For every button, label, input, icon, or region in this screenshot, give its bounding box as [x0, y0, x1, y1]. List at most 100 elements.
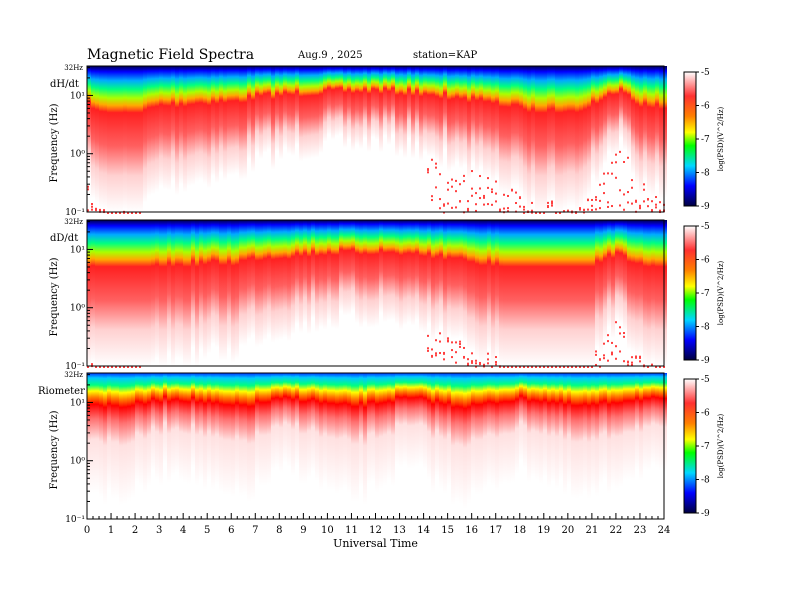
- speckle: [431, 348, 433, 351]
- spectrogram-column: [115, 220, 119, 366]
- speckle: [475, 362, 477, 365]
- spectrogram-column: [455, 66, 459, 163]
- speckle: [583, 366, 585, 368]
- spectrogram-column: [351, 373, 355, 503]
- speckle: [495, 180, 497, 183]
- panel-2: 32Hz 10¹ 10⁰ 10⁻¹ dD/dt Frequency (Hz) -5 -6 -7 -…: [49, 218, 725, 372]
- y-tick-label: 32Hz: [64, 371, 83, 379]
- spectrogram-column: [599, 373, 603, 485]
- speckle: [615, 357, 617, 360]
- spectrogram-column: [531, 373, 535, 477]
- speckle: [567, 366, 569, 368]
- speckle: [631, 179, 633, 182]
- spectrogram-column: [107, 373, 111, 491]
- spectrogram-column: [111, 66, 115, 212]
- spectrogram-column: [591, 66, 595, 177]
- spectrogram-column: [131, 373, 135, 498]
- spectrogram-column: [543, 220, 547, 366]
- speckle: [135, 212, 137, 214]
- speckle: [447, 181, 449, 184]
- spectrogram-column: [271, 373, 275, 471]
- speckle: [427, 171, 429, 174]
- spectrogram-column: [475, 220, 479, 358]
- speckle: [619, 204, 621, 207]
- spectrogram-column: [603, 220, 607, 341]
- spectrogram-column: [135, 373, 139, 482]
- speckle: [615, 176, 617, 179]
- spectrogram-column: [423, 373, 427, 470]
- spectrogram-column: [451, 66, 455, 169]
- spectrogram-column: [399, 373, 403, 468]
- speckle: [475, 365, 477, 368]
- speckle: [475, 209, 477, 212]
- speckle: [455, 179, 457, 182]
- spectrogram-column: [391, 66, 395, 136]
- spectrogram-column: [491, 66, 495, 183]
- speckle: [495, 361, 497, 364]
- speckle: [507, 194, 509, 197]
- spectrogram-column: [219, 66, 223, 174]
- spectrogram-column: [203, 220, 207, 360]
- spectrogram-column: [499, 220, 503, 366]
- spectrogram-column: [607, 66, 611, 153]
- speckle: [619, 350, 621, 353]
- speckle: [523, 205, 525, 208]
- spectrogram-column: [431, 373, 435, 493]
- spectrogram-column: [391, 220, 395, 320]
- spectrogram-column: [207, 66, 211, 189]
- speckle: [439, 173, 441, 176]
- speckle: [495, 200, 497, 203]
- speckle: [551, 366, 553, 368]
- speckle: [631, 363, 633, 366]
- x-tick-label: 2: [132, 525, 138, 536]
- spectrogram-column: [239, 220, 243, 346]
- speckle: [535, 366, 537, 368]
- spectrogram-column: [227, 66, 231, 176]
- speckle: [527, 210, 529, 213]
- speckle: [475, 359, 477, 362]
- speckle: [475, 203, 477, 206]
- spectrogram-column: [191, 373, 195, 468]
- spectrogram-column: [103, 220, 107, 366]
- spectrogram-column: [123, 220, 127, 366]
- speckle: [439, 332, 441, 335]
- speckle: [591, 198, 593, 201]
- speckle: [483, 203, 485, 206]
- spectrogram-column: [615, 220, 619, 321]
- spectrogram-column: [655, 66, 659, 186]
- spectrogram-column: [227, 373, 231, 495]
- spectrogram-column: [323, 66, 327, 142]
- spectrogram-column: [607, 373, 611, 494]
- speckle: [459, 343, 461, 346]
- colorbar-tick-label: -6: [701, 256, 710, 266]
- spectrogram-column: [315, 66, 319, 158]
- spectrogram-column: [279, 66, 283, 160]
- spectrogram-column: [167, 373, 171, 483]
- speckle: [631, 202, 633, 205]
- spectrogram-column: [627, 220, 631, 350]
- spectrogram-column: [143, 373, 147, 494]
- spectrogram-column: [283, 220, 287, 338]
- spectrogram-column: [367, 220, 371, 328]
- spectrogram-column: [427, 373, 431, 480]
- spectrogram-column: [619, 66, 623, 139]
- spectrogram-column: [619, 220, 623, 324]
- spectrogram-column: [563, 373, 567, 495]
- spectrogram-column: [107, 66, 111, 212]
- speckle: [111, 366, 113, 368]
- x-tick-label: 9: [300, 525, 306, 536]
- spectrogram-column: [543, 66, 547, 212]
- x-tick-label: 12: [369, 525, 382, 536]
- speckle: [115, 212, 117, 214]
- spectrogram-column: [99, 220, 103, 366]
- speckle: [607, 201, 609, 204]
- speckle: [103, 366, 105, 368]
- spectrogram-column: [255, 373, 259, 481]
- spectrogram-column: [179, 220, 183, 360]
- spectrogram-column: [151, 66, 155, 195]
- speckle: [639, 207, 641, 210]
- speckle: [615, 321, 617, 324]
- spectrogram-column: [435, 66, 439, 161]
- y-tick-label: 10⁰: [70, 304, 85, 314]
- speckle: [451, 178, 453, 181]
